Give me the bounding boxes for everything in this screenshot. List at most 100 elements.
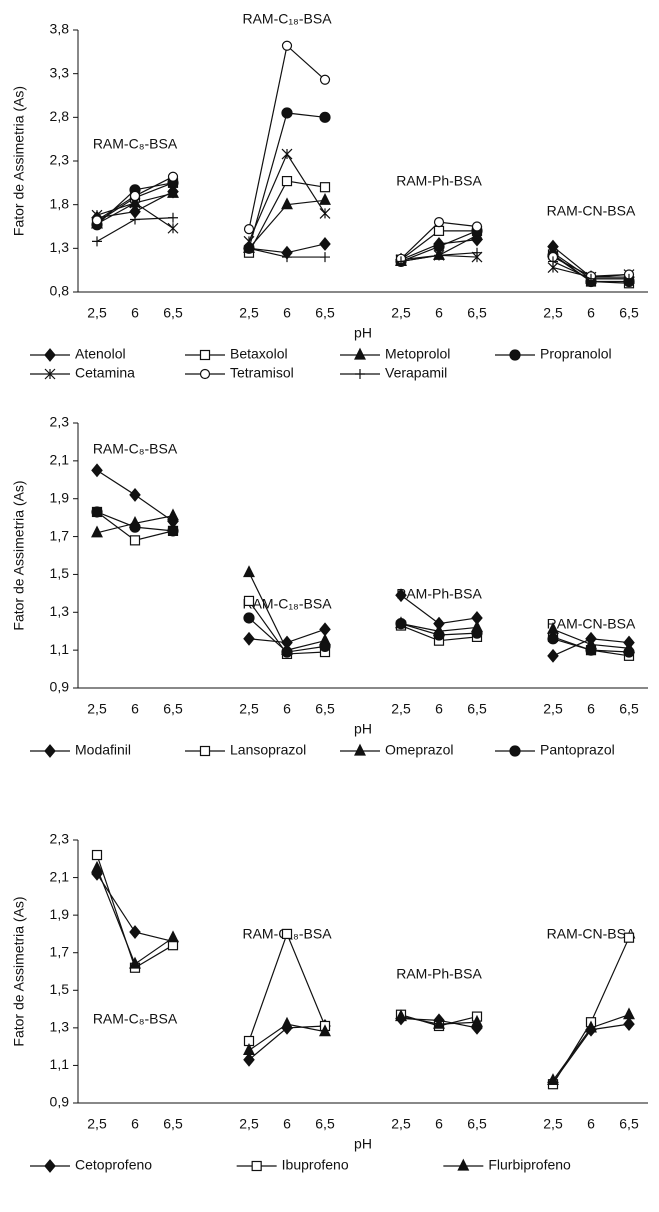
data-point — [167, 185, 179, 198]
data-point — [623, 646, 635, 658]
data-point — [243, 612, 255, 624]
data-point — [129, 521, 141, 533]
data-point — [167, 222, 179, 234]
x-tick-label: 2,5 — [87, 305, 107, 321]
data-point — [244, 243, 254, 254]
data-point — [243, 565, 255, 578]
series-line — [96, 873, 630, 1083]
y-tick-label: 1,1 — [50, 641, 70, 657]
data-point — [129, 925, 141, 939]
data-point — [586, 273, 596, 284]
legend-marker — [509, 349, 521, 361]
y-tick-label: 1,9 — [50, 489, 70, 505]
data-point — [319, 640, 331, 652]
x-axis-label: pH — [354, 721, 372, 737]
data-point — [129, 487, 141, 502]
group-label: RAM-Ph-BSA — [396, 966, 482, 982]
data-point — [243, 631, 255, 646]
group-label: RAM-Ph-BSA — [396, 586, 482, 602]
x-tick-label: 2,5 — [543, 1116, 563, 1132]
data-point — [91, 506, 103, 518]
data-point — [319, 74, 331, 85]
data-point — [585, 644, 597, 656]
x-tick-label: 6 — [131, 1116, 139, 1132]
data-point — [623, 1007, 635, 1020]
legend-label: Flurbiprofeno — [488, 1157, 571, 1173]
y-tick-label: 1,8 — [50, 195, 70, 211]
y-tick-label: 1,7 — [50, 527, 70, 543]
legend-marker — [199, 745, 211, 757]
group-label: RAM-C₈-BSA — [93, 1011, 178, 1027]
data-point — [623, 1017, 635, 1032]
data-point — [548, 256, 558, 267]
x-tick-label: 6,5 — [467, 305, 487, 321]
data-point — [243, 1052, 255, 1067]
data-point — [129, 535, 141, 546]
y-tick-label: 1,3 — [50, 239, 70, 255]
x-tick-label: 6,5 — [163, 701, 183, 717]
data-point — [319, 1024, 331, 1037]
series-line — [96, 854, 630, 1085]
data-point — [91, 525, 103, 538]
group-label: RAM-C₈-BSA — [93, 441, 178, 457]
group-label: RAM-Ph-BSA — [396, 173, 482, 189]
data-point — [433, 225, 445, 236]
y-tick-label: 1,3 — [50, 603, 70, 619]
x-tick-label: 6,5 — [163, 1116, 183, 1132]
group-label: RAM-C₈-BSA — [93, 136, 178, 152]
data-point — [281, 928, 293, 940]
data-point — [92, 236, 102, 247]
x-tick-label: 6 — [435, 1116, 443, 1132]
data-point — [319, 182, 331, 193]
x-tick-label: 6 — [131, 701, 139, 717]
data-point — [471, 1014, 483, 1027]
data-point — [130, 214, 140, 225]
data-point — [91, 215, 103, 226]
data-point — [282, 252, 292, 263]
legend-marker — [199, 368, 211, 380]
y-tick-label: 1,5 — [50, 981, 70, 997]
data-point — [547, 633, 559, 645]
y-tick-label: 2,1 — [50, 452, 70, 468]
x-tick-label: 6,5 — [467, 1116, 487, 1132]
y-tick-label: 0,9 — [50, 1094, 70, 1110]
data-point — [396, 256, 406, 267]
x-tick-label: 2,5 — [87, 701, 107, 717]
legend-marker — [355, 369, 365, 379]
x-tick-label: 6 — [131, 305, 139, 321]
legend-label: Atenolol — [75, 346, 126, 362]
x-tick-label: 6 — [435, 305, 443, 321]
legend-label: Tetramisol — [230, 365, 294, 381]
x-tick-label: 2,5 — [239, 1116, 259, 1132]
series-line — [96, 867, 630, 1081]
y-tick-label: 1,7 — [50, 943, 70, 959]
x-tick-label: 6,5 — [619, 701, 639, 717]
legend-marker — [199, 349, 211, 361]
legend-marker — [44, 348, 56, 362]
data-point — [243, 224, 255, 235]
data-point — [433, 629, 445, 641]
data-point — [434, 250, 444, 261]
data-point — [167, 171, 179, 182]
data-point — [624, 273, 634, 284]
y-axis-label: Fator de Assimetria (As) — [11, 86, 27, 236]
data-point — [319, 207, 331, 219]
x-tick-label: 6 — [283, 701, 291, 717]
legend-marker — [509, 745, 521, 757]
x-tick-label: 6,5 — [467, 701, 487, 717]
data-point — [167, 508, 179, 521]
x-tick-label: 2,5 — [543, 305, 563, 321]
data-point — [547, 648, 559, 663]
x-tick-label: 6,5 — [619, 305, 639, 321]
group-label: RAM-CN-BSA — [547, 616, 636, 632]
x-axis-label: pH — [354, 325, 372, 341]
x-tick-label: 6,5 — [315, 701, 335, 717]
data-point — [91, 849, 103, 861]
data-point — [471, 627, 483, 639]
x-tick-label: 6 — [587, 305, 595, 321]
data-point — [243, 1043, 255, 1055]
legend-label: Propranolol — [540, 346, 612, 362]
legend-label: Omeprazol — [385, 742, 453, 758]
legend-label: Ibuprofeno — [282, 1157, 349, 1173]
